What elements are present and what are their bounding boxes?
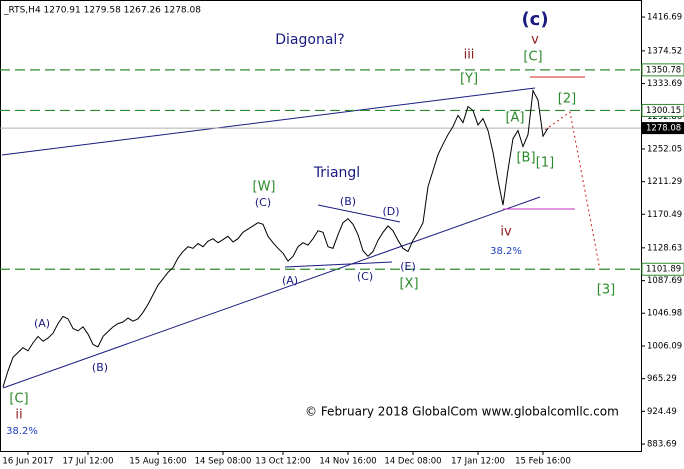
annotation: (A) (34, 317, 50, 330)
x-tick-label: 17 Jul 12:00 (63, 457, 114, 467)
annotation: [B] (516, 151, 535, 166)
x-tick-label: 14 Nov 16:00 (319, 457, 376, 467)
x-tick-label: 13 Oct 12:00 (255, 457, 310, 467)
x-tick-label: 14 Sep 08:00 (195, 457, 252, 467)
annotation: v (531, 33, 539, 48)
annotation: [C] (523, 50, 542, 65)
x-tick-label: 17 Jan 12:00 (451, 457, 505, 467)
x-tick-label: 14 Dec 08:00 (384, 457, 441, 467)
level-label: 1101.89 (646, 265, 681, 275)
price-line-series (2, 88, 549, 388)
annotation: [W] (253, 180, 276, 195)
annotation: [X] (399, 277, 418, 292)
plot-frame (0, 0, 642, 452)
price-box (642, 122, 684, 135)
annotation: [A] (505, 111, 524, 126)
y-tick-label: 1211.29 (647, 177, 682, 187)
annotation: [Y] (460, 72, 478, 87)
annotation: (C) (357, 270, 373, 283)
x-tick-label: 15 Aug 16:00 (129, 457, 186, 467)
annotation: ii (15, 408, 22, 423)
level-label: 1300.15 (646, 106, 681, 116)
level-label: 1350.78 (646, 65, 681, 75)
triangle-line (317, 204, 401, 223)
annotation: (E) (400, 260, 416, 273)
y-tick-label: 1006.09 (647, 341, 682, 351)
annotation: Triangl (313, 165, 360, 181)
y-tick-label: 1170.49 (647, 210, 682, 220)
y-tick-label: 965.29 (647, 374, 677, 384)
y-tick-label: 1046.98 (647, 309, 682, 319)
trend-lines (1, 76, 601, 389)
annotation: (B) (340, 195, 356, 208)
annotation: iii (464, 48, 475, 63)
y-tick-label: 1416.69 (647, 13, 682, 23)
y-tick-label: 1252.05 (647, 144, 682, 154)
annotation: (A) (282, 274, 298, 287)
y-tick-label: 1374.52 (647, 46, 682, 56)
annotation: (D) (382, 205, 399, 218)
lower-trend-line (2, 196, 541, 389)
y-tick-label: 924.49 (647, 407, 677, 417)
projection (544, 111, 601, 271)
annotation: [1] (536, 156, 554, 171)
y-tick-label: 1128.63 (647, 243, 682, 253)
upper-trend-line (1, 87, 536, 156)
annotation: 38.2% (490, 246, 522, 257)
annotation: 38.2% (6, 426, 38, 437)
annotation: [3] (597, 283, 615, 298)
chart-title: _RTS,H4 1270.91 1279.58 1267.26 1278.08 (3, 6, 201, 16)
x-tick-label: 16 Jun 2017 (2, 457, 53, 467)
annotation: (C) (255, 196, 271, 209)
annotation: (c) (521, 9, 548, 30)
annotation: © February 2018 GlobalCom www.globalcoml… (305, 405, 619, 419)
y-tick-label: 1087.69 (647, 276, 682, 286)
annotation: Diagonal? (275, 32, 344, 48)
annotation: iv (500, 225, 512, 240)
y-tick-label: 1333.69 (647, 79, 682, 89)
level-box (641, 262, 684, 276)
y-tick-label: 883.69 (647, 440, 677, 450)
price-label: 1278.08 (646, 124, 681, 134)
annotation: (B) (92, 361, 108, 374)
level-box (641, 63, 684, 77)
level-box (641, 103, 684, 117)
annotation: [C] (9, 392, 28, 407)
triangle-line (284, 261, 393, 268)
x-tick-label: 15 Feb 16:00 (515, 457, 571, 467)
annotation: [2] (558, 92, 576, 107)
